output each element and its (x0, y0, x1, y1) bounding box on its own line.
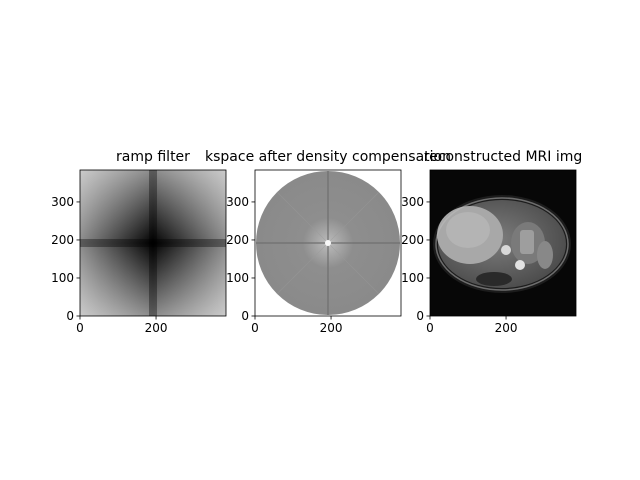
y-tick-label: 0 (416, 309, 424, 323)
y-tick-label: 300 (401, 195, 424, 209)
y-tick-label: 100 (51, 271, 74, 285)
y-tick-label: 200 (51, 233, 74, 247)
heatmap-kspace (255, 170, 401, 316)
x-tick-label: 200 (495, 321, 518, 335)
panel-kspace: 0 200 0 100 200 300 kspace after density compe… (205, 149, 451, 335)
chart-title: kspace after density compensation (205, 149, 451, 165)
panel-ramp-filter: 0 200 0 100 200 300 ramp filter (51, 149, 227, 335)
y-tick-label: 100 (226, 271, 249, 285)
axes-0: 0 200 0 100 200 300 ramp filter (51, 149, 227, 335)
x-tick-label: 200 (145, 321, 168, 335)
x-tick-label: 200 (320, 321, 343, 335)
heatmap-mri (430, 170, 576, 316)
x-tick-label: 0 (76, 321, 84, 335)
axes-2: 0 200 0 100 200 300 reconstructed MRI img (401, 149, 582, 335)
axes-1: 0 200 0 100 200 300 kspace after density compe… (205, 149, 451, 335)
x-tick-label: 0 (251, 321, 259, 335)
axes-frame (79, 169, 227, 317)
y-tick-label: 0 (241, 309, 249, 323)
axes-frame (429, 169, 577, 317)
y-tick-label: 100 (401, 271, 424, 285)
heatmap-ramp-filter (80, 170, 226, 316)
y-tick-label: 300 (226, 195, 249, 209)
x-tick-label: 0 (426, 321, 434, 335)
y-tick-label: 0 (66, 309, 74, 323)
chart-title: ramp filter (116, 149, 190, 165)
panel-mri: 0 200 0 100 200 300 reconstructed MRI img (401, 149, 582, 335)
y-tick-label: 200 (401, 233, 424, 247)
chart-title: reconstructed MRI img (424, 149, 583, 165)
y-tick-label: 200 (226, 233, 249, 247)
y-tick-label: 300 (51, 195, 74, 209)
axes-frame (254, 169, 402, 317)
